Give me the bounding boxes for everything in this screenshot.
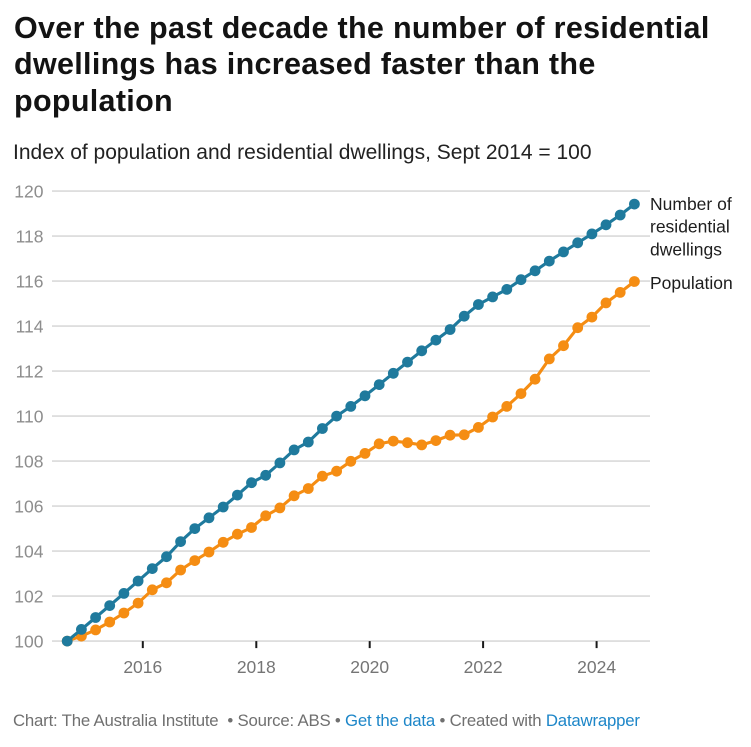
svg-text:104: 104	[14, 542, 43, 562]
svg-text:Population: Population	[650, 273, 733, 293]
svg-text:116: 116	[16, 272, 44, 292]
svg-text:residential: residential	[650, 217, 730, 237]
svg-text:2016: 2016	[123, 657, 162, 677]
svg-text:112: 112	[16, 362, 44, 382]
svg-text:108: 108	[14, 452, 43, 472]
svg-text:120: 120	[14, 182, 43, 202]
svg-text:2020: 2020	[350, 657, 389, 677]
svg-text:dwellings: dwellings	[650, 240, 722, 260]
svg-text:118: 118	[16, 227, 44, 247]
svg-text:114: 114	[16, 317, 44, 337]
svg-text:110: 110	[16, 407, 44, 427]
svg-text:106: 106	[14, 497, 43, 517]
svg-text:2018: 2018	[237, 657, 276, 677]
svg-text:102: 102	[14, 587, 43, 607]
svg-text:2022: 2022	[464, 657, 503, 677]
svg-text:Number of: Number of	[650, 194, 732, 214]
svg-text:2024: 2024	[577, 657, 616, 677]
svg-text:100: 100	[14, 632, 43, 652]
